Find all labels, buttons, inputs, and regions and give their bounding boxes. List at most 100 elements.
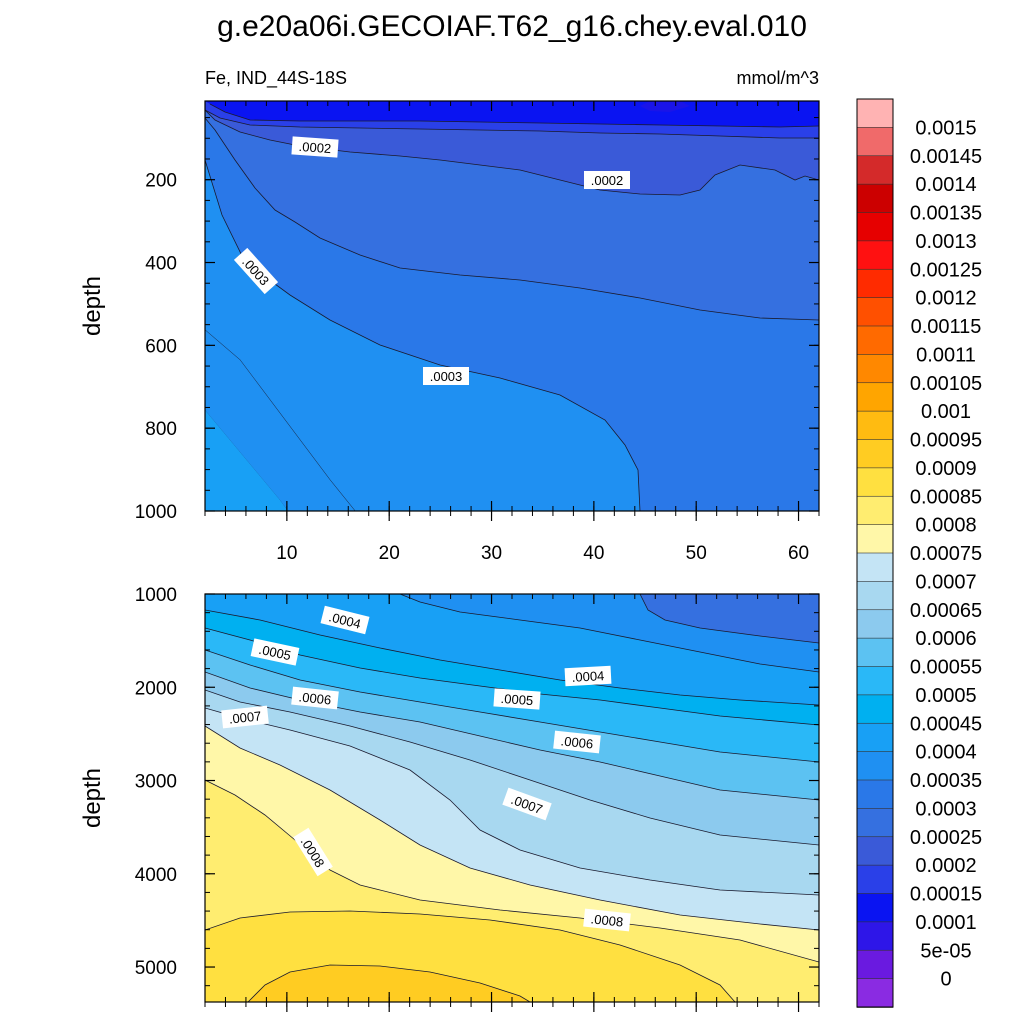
lower-y-axis-label: depth [79, 768, 106, 828]
contour-label-bg [493, 688, 541, 710]
colorbar-swatch [856, 240, 894, 271]
colorbar-level-label: 0.00075 [910, 543, 982, 565]
upper-y-axis-label: depth [79, 276, 106, 336]
contour-label-text: .0005 [257, 642, 292, 663]
contour-label-bg [423, 367, 469, 385]
lower-contour-line [205, 649, 819, 763]
colorbar-swatch [856, 978, 894, 1008]
y-tick-label: 5000 [135, 958, 177, 979]
upper-fill-0004 [205, 410, 288, 511]
colorbar-level-label: 0.00145 [910, 146, 982, 168]
contour-label: .0007 [221, 705, 269, 729]
upper-contour-labels: .0002.0002.0003.0003 [233, 136, 630, 385]
upper-fill-00035b [205, 330, 355, 511]
colorbar-level-label: 5e-05 [920, 940, 971, 962]
colorbar-swatch [856, 524, 894, 554]
contour-label: .0003 [423, 367, 469, 385]
contour-label-bg [320, 605, 370, 635]
y-tick-label: 800 [145, 419, 177, 440]
colorbar-swatch [856, 467, 894, 498]
colorbar-level-label: 0.00125 [910, 259, 982, 281]
colorbar-level-label: 0 [940, 969, 951, 991]
colorbar-level-label: 0.00055 [910, 657, 982, 679]
colorbar-swatch [856, 98, 894, 129]
y-tick-label: 2000 [135, 678, 177, 699]
contour-label-text: .0006 [298, 689, 332, 707]
colorbar-frame [856, 98, 894, 1008]
colorbar-level-label: 0.001 [921, 401, 971, 423]
colorbar-swatch [856, 864, 894, 895]
contour-label-text: .0004 [571, 668, 604, 685]
colorbar-swatch [856, 495, 894, 526]
variable-label: Fe, IND_44S-18S [205, 68, 347, 89]
lower-contour-line [205, 671, 819, 801]
colorbar-swatch [856, 439, 894, 469]
colorbar-level-label: 0.0015 [915, 117, 976, 139]
contour-label-text: .0006 [560, 733, 594, 751]
upper-x-axis: 10 20 30 40 50 60 [204, 101, 820, 564]
colorbar-level-label: 0.0005 [915, 685, 976, 707]
colorbar-swatch [856, 297, 894, 327]
contour-label-text: .0008 [590, 911, 624, 929]
y-tick-label: 400 [145, 254, 177, 275]
colorbar-level-label: 0.00115 [911, 316, 982, 338]
lower-contour-line [205, 910, 736, 1002]
colorbar-swatch [856, 893, 894, 923]
colorbar-swatch [856, 382, 894, 412]
contour-label-text: .0002 [298, 139, 332, 156]
y-tick-label: 3000 [135, 772, 177, 793]
contour-label-text: .0005 [500, 691, 534, 708]
contour-label: .0002 [291, 136, 339, 158]
colorbar-swatch [856, 836, 894, 866]
contour-label: .0005 [493, 688, 541, 710]
chart-title: g.e20a06i.GECOIAF.T62_g16.chey.eval.010 [217, 10, 807, 43]
colorbar-level-label: 0.0002 [915, 855, 976, 877]
contour-label-bg [291, 686, 339, 710]
colorbar-swatch [856, 127, 894, 157]
x-tick-label: 50 [686, 543, 707, 564]
colorbar-level-label: 0.0011 [916, 344, 976, 366]
contour-label-bg [553, 730, 601, 754]
x-tick-label: 40 [583, 543, 604, 564]
colorbar-swatch [856, 354, 894, 384]
lower-fill-0009 [248, 965, 530, 1002]
lower-contour-line [639, 594, 819, 644]
contour-label-text: .0003 [430, 369, 463, 384]
contour-label-text: .0007 [228, 708, 262, 726]
contour-label-bg [250, 638, 300, 666]
upper-contour-fills [205, 101, 819, 511]
colorbar-swatch [856, 212, 894, 242]
x-tick-label: 30 [481, 543, 502, 564]
lower-x-axis [204, 594, 820, 1012]
lower-contour-line [247, 964, 531, 1002]
colorbar-level-label: 0.0009 [915, 458, 976, 480]
colorbar-level-label: 0.00065 [910, 600, 982, 622]
colorbar-swatch [856, 694, 894, 725]
y-tick-label: 1000 [135, 502, 177, 523]
colorbar-level-label: 0.00045 [910, 713, 982, 735]
colorbar-level-label: 0.00105 [910, 373, 982, 395]
colorbar-level-label: 0.0003 [915, 798, 976, 820]
colorbar-level-label: 0.0006 [915, 628, 976, 650]
colorbar-level-label: 0.0013 [915, 231, 976, 253]
contour-label: .0005 [250, 638, 300, 666]
x-tick-label: 60 [788, 543, 809, 564]
colorbar-level-label: 0.00015 [910, 884, 982, 906]
colorbar-level-label: 0.00035 [910, 770, 982, 792]
colorbar-level-label: 0.0004 [915, 742, 976, 764]
colorbar-swatch [856, 552, 894, 583]
contour-label: .0008 [583, 908, 631, 932]
colorbar-level-label: 0.0007 [915, 571, 976, 593]
colorbar-level-label: 0.0012 [915, 288, 976, 310]
lower-panel: .0004.0005.0004.0006.0005.0007.0006.0007… [79, 585, 820, 1012]
x-tick-label: 10 [276, 543, 297, 564]
upper-y-axis: 200 400 600 800 1000 [135, 117, 819, 523]
contour-label-bg [221, 705, 269, 729]
y-tick-label: 200 [145, 171, 177, 192]
contour-label-bg [564, 665, 612, 687]
contour-label-bg [502, 787, 552, 821]
colorbar-swatch [856, 581, 894, 611]
contour-label-bg [233, 247, 279, 295]
upper-contour-line [205, 117, 819, 321]
